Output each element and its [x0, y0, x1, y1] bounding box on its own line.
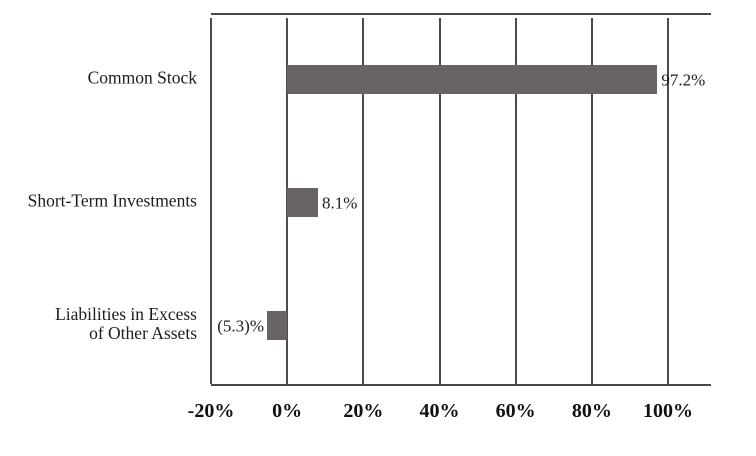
x-tick-label: 0% — [272, 400, 303, 422]
bar — [266, 311, 288, 340]
x-tick-label: 40% — [419, 400, 460, 422]
gridline — [438, 18, 441, 384]
bar — [287, 65, 658, 94]
category-label: Short-Term Investments — [27, 190, 197, 210]
value-label: 97.2% — [661, 70, 706, 89]
gridline — [514, 18, 517, 384]
gridline — [210, 18, 212, 384]
value-label: (5.3)% — [217, 316, 264, 335]
gridline — [667, 18, 670, 384]
gridline — [362, 18, 365, 384]
bar — [287, 188, 318, 217]
category-label: Common Stock — [87, 67, 197, 87]
gridline — [590, 18, 593, 384]
value-label: 8.1% — [322, 193, 358, 212]
x-tick-label: 60% — [495, 400, 536, 422]
x-tick-label: 20% — [343, 400, 384, 422]
category-label: Liabilities in Excess of Other Assets — [55, 303, 197, 343]
x-tick-label: -20% — [187, 400, 235, 422]
plot-area: 97.2% 8.1% (5.3)% — [210, 13, 711, 386]
x-tick-label: 80% — [571, 400, 612, 422]
x-tick-label: 100% — [643, 400, 694, 422]
